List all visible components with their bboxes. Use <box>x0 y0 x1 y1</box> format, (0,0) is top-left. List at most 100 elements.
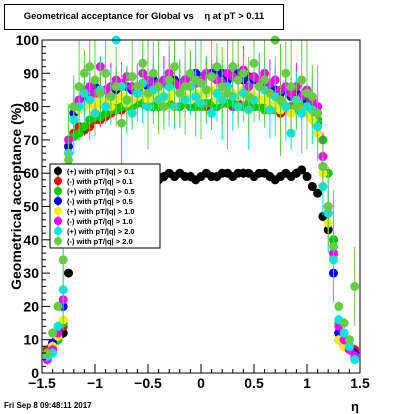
data-point <box>212 88 222 98</box>
y-tick-label: 40 <box>23 232 39 248</box>
data-point <box>143 88 153 98</box>
data-point <box>148 68 158 78</box>
legend-label: (-) with pT/|q| > 1.0 <box>67 217 133 226</box>
data-point <box>260 75 270 85</box>
data-point <box>291 102 301 112</box>
x-tick-label: −1 <box>87 375 103 391</box>
data-point <box>307 182 317 192</box>
legend-label: (+) with pT/|q| > 0.5 <box>67 187 135 196</box>
data-point <box>159 102 169 112</box>
data-point <box>154 82 164 92</box>
data-point <box>254 82 264 92</box>
data-point <box>170 62 179 72</box>
data-point <box>201 85 211 95</box>
data-point <box>85 62 95 72</box>
x-tick-label: −0.5 <box>134 375 162 391</box>
data-point <box>106 92 116 102</box>
x-tick-label: 1 <box>303 375 311 391</box>
data-point <box>350 355 360 365</box>
data-point <box>53 321 63 331</box>
y-tick-label: 10 <box>23 332 39 348</box>
data-point <box>318 162 328 172</box>
legend-box <box>49 163 161 249</box>
data-point <box>307 92 317 102</box>
data-point <box>344 341 354 351</box>
data-point <box>313 188 323 198</box>
data-point <box>79 68 89 78</box>
data-point <box>281 68 291 78</box>
data-point <box>334 301 344 311</box>
data-point <box>281 102 291 112</box>
data-point <box>42 348 52 358</box>
data-point <box>175 88 185 98</box>
y-tick-label: 0 <box>31 365 39 381</box>
data-point <box>74 82 84 92</box>
data-point <box>276 95 285 105</box>
y-tick-label: 50 <box>23 199 39 215</box>
data-point <box>297 75 307 85</box>
legend-label: (+) with pT/|q| > 0.1 <box>67 167 135 176</box>
data-point <box>95 88 105 98</box>
data-point <box>323 202 333 211</box>
data-point <box>265 88 275 98</box>
data-point <box>212 62 222 72</box>
y-tick-label: 30 <box>23 265 39 281</box>
x-tick-label: −1.5 <box>28 375 56 391</box>
data-point <box>344 335 354 345</box>
data-point <box>164 75 174 85</box>
data-point <box>79 122 89 132</box>
data-point <box>127 72 137 82</box>
legend-label: (+) with pT/|q| > 1.0 <box>67 207 135 216</box>
data-point <box>339 328 349 338</box>
data-point <box>350 281 360 291</box>
data-point <box>297 165 307 175</box>
y-tick-label: 60 <box>23 165 39 181</box>
legend-label: (+) with pT/|q| > 2.0 <box>67 227 135 236</box>
data-point <box>286 82 296 92</box>
legend: (+) with pT/|q| > 0.1(-) with pT/|q| > 0… <box>49 163 161 249</box>
y-tick-label: 90 <box>23 65 39 81</box>
data-point <box>223 88 232 98</box>
data-point <box>238 68 248 78</box>
data-point <box>69 102 79 112</box>
x-tick-label: 0.5 <box>244 375 264 391</box>
x-tick-label: 1.5 <box>350 375 370 391</box>
data-point <box>244 92 254 102</box>
data-point <box>132 82 142 92</box>
data-point <box>58 255 68 265</box>
data-point <box>185 68 195 78</box>
data-point <box>48 328 58 338</box>
data-point <box>339 318 349 328</box>
data-point <box>329 241 338 251</box>
axes: 0 10 20 30 40 50 60 70 80 90 100 −1.5 −1 −0.5 0 0.5 1 1.5… <box>8 32 370 414</box>
y-tick-label: 80 <box>23 99 39 115</box>
data-point <box>180 82 190 92</box>
x-axis-label: η <box>351 399 359 414</box>
data-point <box>138 58 148 68</box>
x-tick-label: 0 <box>197 375 205 391</box>
legend-label: (-) with pT/|q| > 0.5 <box>67 197 133 206</box>
data-point <box>249 58 259 68</box>
data-point <box>64 155 73 165</box>
y-axis-label: Geometrical acceptance (%) <box>8 103 24 290</box>
data-point <box>64 268 73 278</box>
timestamp-footer: Fri Sep 8 09:48:11 2017 <box>4 401 92 410</box>
y-tick-label: 100 <box>16 32 40 48</box>
data-point <box>228 62 238 72</box>
y-tick-label: 20 <box>23 298 39 314</box>
data-point <box>53 301 63 311</box>
data-point <box>207 72 217 82</box>
data-point <box>302 172 312 182</box>
chart-title-box: Geometrical acceptance for Global vs η a… <box>4 4 284 30</box>
data-point <box>90 75 100 85</box>
series-7 <box>42 35 360 359</box>
data-point <box>233 75 243 85</box>
legend-label: (-) with pT/|q| > 0.1 <box>67 177 133 186</box>
data-point <box>122 95 132 105</box>
data-point <box>117 118 126 128</box>
chart-title: Geometrical acceptance for Global vs η a… <box>23 11 265 22</box>
data-point <box>217 82 227 92</box>
legend-label: (-) with pT/|q| > 2.0 <box>67 237 133 246</box>
data-point <box>313 108 323 118</box>
